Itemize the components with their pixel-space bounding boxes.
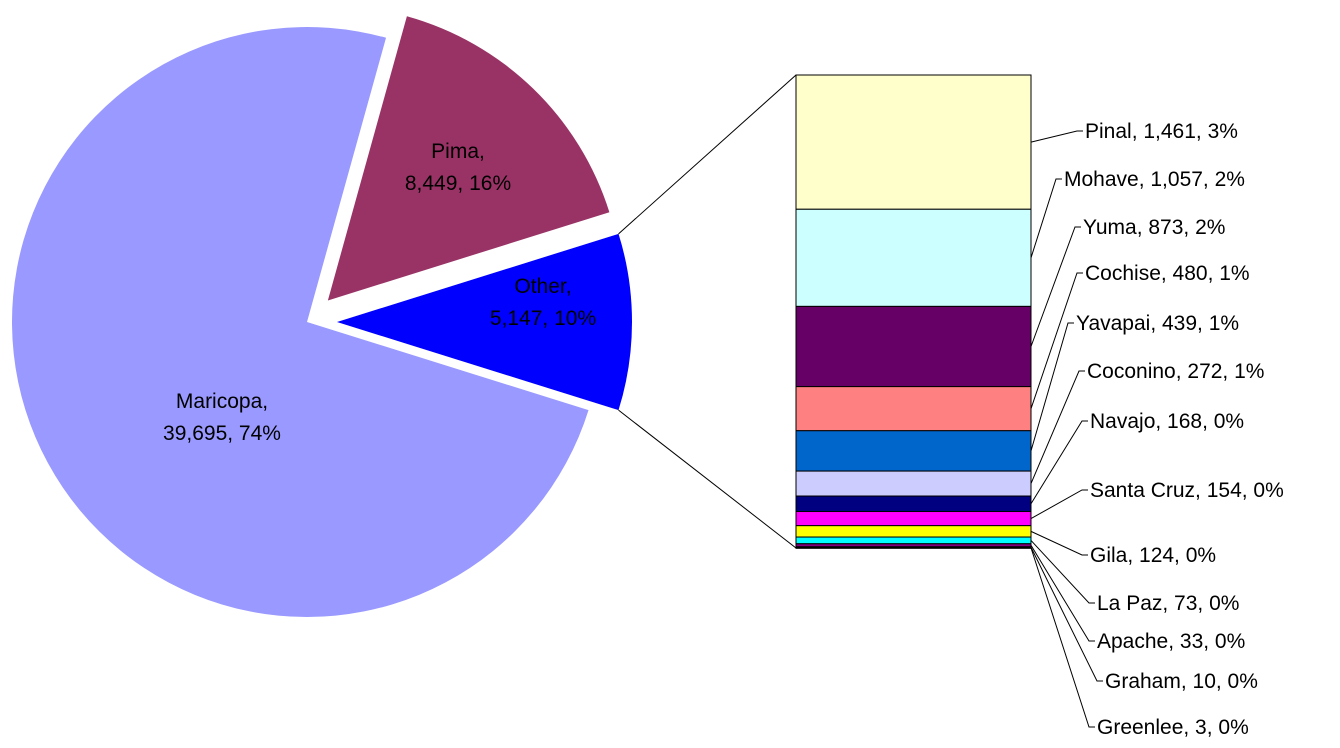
bar-segment-navajo	[795, 495, 1032, 513]
bar-segment-gila	[795, 525, 1032, 538]
leader-line-la-paz	[1030, 540, 1095, 604]
leader-line-pinal	[1030, 130, 1083, 143]
bar-segment-greenlee	[795, 547, 1032, 549]
bar-label-gila: Gila, 124, 0%	[1090, 544, 1216, 567]
bar-label-graham: Graham, 10, 0%	[1105, 670, 1258, 693]
bar-label-mohave: Mohave, 1,057, 2%	[1064, 168, 1245, 191]
leader-line-apache	[1030, 545, 1095, 642]
bar-segment-yuma	[795, 305, 1032, 388]
bar-label-navajo: Navajo, 168, 0%	[1090, 410, 1244, 433]
leader-line-cochise	[1030, 272, 1083, 409]
pie-label-maricopa: Maricopa, 39,695, 74%	[163, 390, 281, 445]
bar-segment-santa-cruz	[795, 511, 1032, 527]
leader-line-navajo	[1030, 420, 1088, 505]
connector-line-top	[618, 74, 797, 235]
pie-label-other: Other, 5,147, 10%	[490, 275, 596, 330]
pie-slice-other	[337, 233, 632, 411]
leader-line-coconino	[1030, 370, 1085, 484]
leader-line-yuma	[1030, 226, 1081, 347]
pie-slice-pima	[327, 16, 610, 301]
pie-label-pima: Pima, 8,449, 16%	[405, 140, 511, 195]
bar-label-coconino: Coconino, 272, 1%	[1087, 360, 1264, 383]
bar-label-greenlee: Greenlee, 3, 0%	[1097, 716, 1249, 739]
bar-segment-mohave	[795, 208, 1032, 307]
leader-lines	[1030, 130, 1103, 728]
bar-segment-yavapai	[795, 430, 1032, 472]
leader-line-greenlee	[1030, 547, 1095, 728]
pie-group	[11, 16, 632, 618]
leader-line-gila	[1030, 530, 1088, 556]
bar-segment-la-paz	[795, 536, 1032, 545]
bar-label-yuma: Yuma, 873, 2%	[1083, 216, 1225, 239]
bar-segment-pinal	[795, 74, 1032, 210]
leader-line-graham	[1030, 547, 1103, 682]
bar-label-santa-cruz: Santa Cruz, 154, 0%	[1090, 479, 1284, 502]
bar-label-pinal: Pinal, 1,461, 3%	[1085, 120, 1238, 143]
leader-line-santa-cruz	[1030, 489, 1088, 520]
pie-slice-maricopa	[11, 26, 589, 618]
bar-label-la-paz: La Paz, 73, 0%	[1097, 592, 1239, 615]
pie-to-bar-connectors	[618, 74, 797, 549]
bar-segment-coconino	[795, 470, 1032, 497]
stacked-bar-group	[795, 74, 1032, 549]
leader-line-mohave	[1030, 178, 1062, 258]
leader-line-yavapai	[1030, 322, 1074, 452]
bar-label-apache: Apache, 33, 0%	[1097, 630, 1245, 653]
bar-label-yavapai: Yavapai, 439, 1%	[1076, 312, 1239, 335]
data-labels: Other, 5,147, 10% Maricopa, 39,695, 74% Pima…	[163, 120, 1284, 739]
connector-line-bottom	[618, 409, 797, 549]
bar-label-cochise: Cochise, 480, 1%	[1085, 262, 1250, 285]
bar-segment-cochise	[795, 386, 1032, 432]
